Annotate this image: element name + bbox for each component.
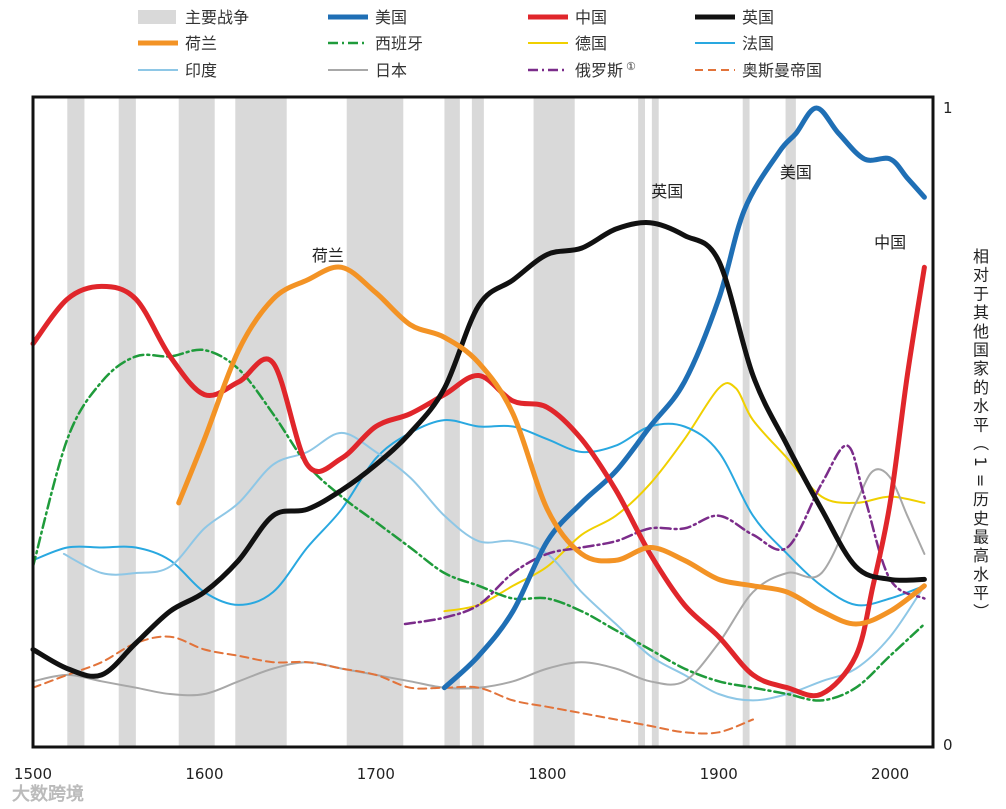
series-lines xyxy=(30,105,927,735)
series-line-中国 xyxy=(30,264,927,699)
ylabel-char: 平 xyxy=(973,584,989,603)
annotation-英国: 英国 xyxy=(651,182,683,201)
ylabel-char: 他 xyxy=(973,322,989,341)
series-line-印度 xyxy=(62,431,926,702)
war-band-0 xyxy=(67,97,85,747)
legend-swatch-wars xyxy=(138,10,176,24)
ylabel-char: ） xyxy=(971,603,990,619)
ylabel-char: 高 xyxy=(973,546,989,565)
legend-label-法国: 法国 xyxy=(742,34,774,53)
x-tick-1600: 1600 xyxy=(185,765,223,783)
annotation-荷兰: 荷兰 xyxy=(312,246,344,265)
x-tick-2000: 2000 xyxy=(871,765,909,783)
legend-label-俄罗斯: 俄罗斯 ① xyxy=(575,60,636,80)
ylabel-char: 历 xyxy=(973,490,989,509)
x-tick-1900: 1900 xyxy=(700,765,738,783)
ylabel-char: 最 xyxy=(973,528,989,547)
watermark: 大数跨境 xyxy=(12,783,84,805)
ylabel-char: 对 xyxy=(973,266,989,285)
ylabel-char: 的 xyxy=(973,378,989,397)
legend-label-印度: 印度 xyxy=(185,61,217,80)
ylabel-char: 1 xyxy=(971,457,990,467)
x-tick-1500: 1500 xyxy=(14,765,52,783)
y-tick-bottom: 0 xyxy=(943,736,953,754)
war-band-1 xyxy=(118,97,136,747)
legend-label-奥斯曼帝国: 奥斯曼帝国 xyxy=(742,61,822,80)
ylabel-char: 平 xyxy=(973,415,989,434)
y-tick-top: 1 xyxy=(943,99,953,117)
series-line-法国 xyxy=(32,419,926,607)
war-band-11 xyxy=(785,97,796,747)
ylabel-char: 水 xyxy=(973,565,989,584)
plot-frame xyxy=(31,95,935,749)
war-band-4 xyxy=(346,97,404,747)
ylabel-char: 于 xyxy=(973,284,989,303)
x-axis: 1500 1600 1700 1800 1900 2000 xyxy=(14,765,909,783)
ylabel-char: 水 xyxy=(973,397,989,416)
war-band-8 xyxy=(638,97,645,747)
series-line-荷兰 xyxy=(176,264,927,627)
war-band-3 xyxy=(235,97,287,747)
legend-label-荷兰: 荷兰 xyxy=(185,34,217,53)
legend-label-德国: 德国 xyxy=(575,34,607,53)
series-line-俄罗斯 xyxy=(403,444,926,626)
x-tick-1800: 1800 xyxy=(528,765,566,783)
ylabel-char: （ xyxy=(971,435,990,451)
war-bands xyxy=(67,97,796,747)
legend-label-英国: 英国 xyxy=(742,8,774,27)
legend-label-日本: 日本 xyxy=(375,61,407,80)
ylabel-char: 其 xyxy=(973,303,989,322)
ylabel-char: 家 xyxy=(973,359,989,378)
series-line-英国 xyxy=(30,219,927,679)
series-line-美国 xyxy=(441,105,927,691)
series-line-奥斯曼帝国 xyxy=(32,635,754,735)
legend-label-美国: 美国 xyxy=(375,8,407,27)
annotation-美国: 美国 xyxy=(780,163,812,182)
ylabel-char: 史 xyxy=(973,509,989,528)
legend-label-西班牙: 西班牙 xyxy=(375,34,423,53)
ylabel-char: 国 xyxy=(973,341,989,360)
annotation-中国: 中国 xyxy=(874,233,906,252)
x-tick-1700: 1700 xyxy=(357,765,395,783)
series-line-日本 xyxy=(32,468,926,697)
war-band-10 xyxy=(742,97,750,747)
legend-label-中国: 中国 xyxy=(575,8,607,27)
ylabel-char: = xyxy=(971,474,990,487)
legend-label-主要战争: 主要战争 xyxy=(185,8,249,27)
war-band-5 xyxy=(444,97,460,747)
ylabel-char: 相 xyxy=(973,247,989,266)
